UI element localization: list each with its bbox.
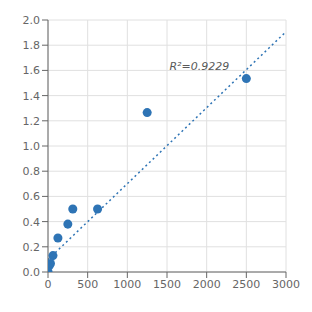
svg-text:0.8: 0.8: [23, 165, 41, 178]
svg-text:0: 0: [45, 278, 52, 291]
svg-text:1.2: 1.2: [23, 115, 41, 128]
svg-text:1.4: 1.4: [23, 90, 41, 103]
svg-text:1.6: 1.6: [23, 64, 41, 77]
svg-text:0.4: 0.4: [23, 216, 41, 229]
svg-text:0.0: 0.0: [23, 266, 41, 279]
svg-text:3000: 3000: [272, 278, 300, 291]
svg-text:0.2: 0.2: [23, 241, 41, 254]
svg-text:0.6: 0.6: [23, 190, 41, 203]
svg-text:500: 500: [77, 278, 98, 291]
svg-text:2.0: 2.0: [23, 14, 41, 27]
svg-text:1000: 1000: [113, 278, 141, 291]
svg-text:1.0: 1.0: [23, 140, 41, 153]
svg-text:2000: 2000: [193, 278, 221, 291]
svg-text:2500: 2500: [232, 278, 260, 291]
svg-text:1.8: 1.8: [23, 39, 41, 52]
svg-text:R²=0.9229: R²=0.9229: [169, 60, 229, 73]
svg-text:1500: 1500: [153, 278, 181, 291]
